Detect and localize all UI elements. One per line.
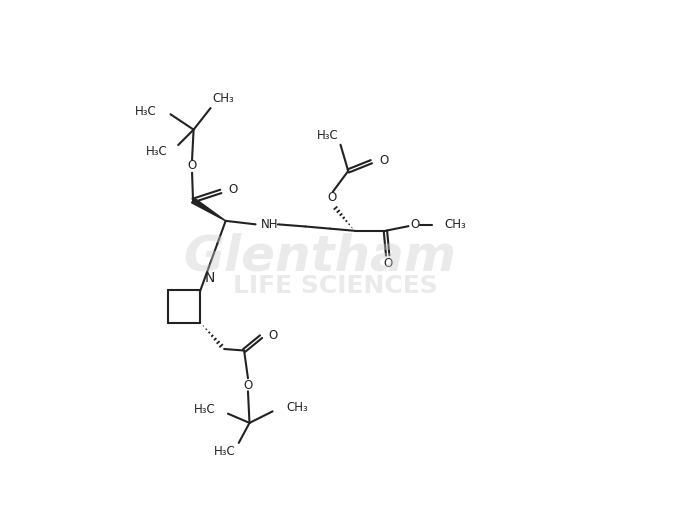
Text: H₃C: H₃C	[145, 145, 168, 158]
Polygon shape	[191, 198, 226, 221]
Text: NH: NH	[261, 218, 278, 231]
Text: CH₃: CH₃	[213, 93, 235, 106]
Text: O: O	[327, 191, 337, 204]
Text: O: O	[410, 218, 419, 231]
Text: CH₃: CH₃	[444, 218, 466, 231]
Text: H₃C: H₃C	[214, 445, 236, 458]
Text: LIFE SCIENCES: LIFE SCIENCES	[232, 274, 438, 297]
Text: O: O	[268, 329, 277, 342]
Text: H₃C: H₃C	[194, 402, 216, 415]
Text: H₃C: H₃C	[317, 129, 338, 142]
Text: O: O	[244, 379, 253, 392]
Text: O: O	[187, 159, 197, 172]
Text: O: O	[383, 257, 393, 270]
Text: N: N	[205, 271, 215, 285]
Text: O: O	[379, 154, 388, 167]
Text: Glentham: Glentham	[183, 232, 457, 280]
Text: CH₃: CH₃	[287, 401, 308, 414]
Text: H₃C: H₃C	[135, 105, 157, 118]
Text: O: O	[228, 184, 238, 197]
